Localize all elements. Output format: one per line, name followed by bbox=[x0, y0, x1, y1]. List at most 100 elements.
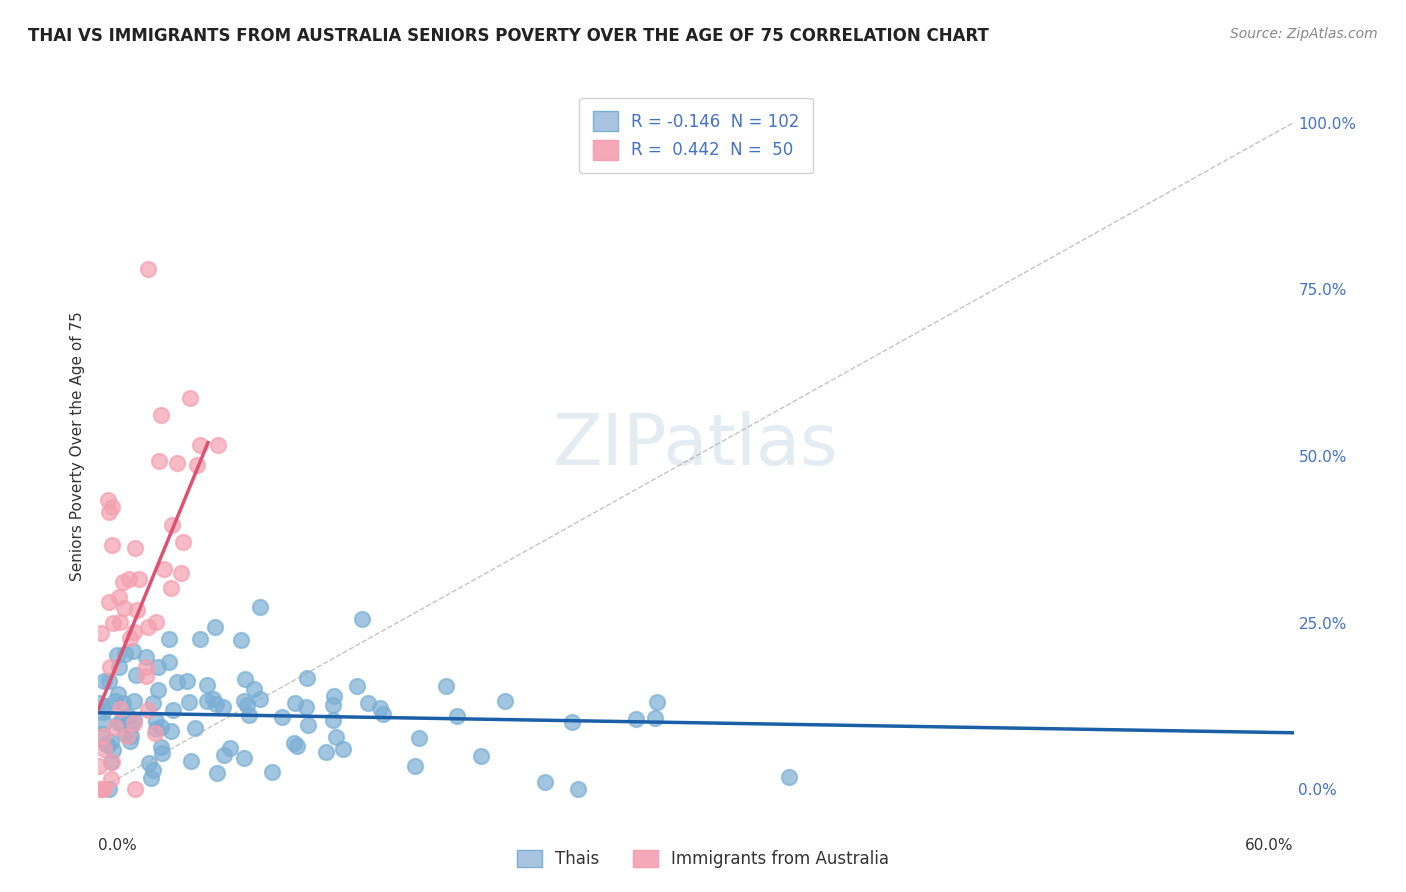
Point bbox=[124, 782, 146, 797]
Point bbox=[212, 700, 235, 714]
Point bbox=[157, 655, 180, 669]
Point bbox=[91, 706, 114, 720]
Point bbox=[122, 713, 145, 727]
Point bbox=[136, 262, 159, 277]
Point bbox=[236, 698, 259, 712]
Point bbox=[297, 718, 319, 732]
Point bbox=[93, 782, 115, 797]
Point bbox=[434, 679, 457, 693]
Point bbox=[238, 708, 260, 723]
Point bbox=[332, 742, 354, 756]
Text: 60.0%: 60.0% bbox=[1246, 838, 1294, 854]
Point bbox=[100, 500, 122, 515]
Point bbox=[205, 697, 228, 711]
Point bbox=[357, 697, 380, 711]
Point bbox=[295, 671, 318, 685]
Point bbox=[124, 541, 146, 555]
Point bbox=[233, 672, 256, 686]
Point bbox=[172, 535, 194, 549]
Point bbox=[146, 660, 169, 674]
Point bbox=[184, 721, 207, 735]
Point bbox=[135, 650, 157, 665]
Point bbox=[90, 625, 112, 640]
Point bbox=[122, 716, 145, 731]
Point bbox=[350, 612, 373, 626]
Legend: Thais, Immigrants from Australia: Thais, Immigrants from Australia bbox=[510, 843, 896, 875]
Point bbox=[108, 590, 131, 604]
Point bbox=[94, 737, 117, 751]
Point bbox=[142, 696, 165, 710]
Point bbox=[166, 674, 188, 689]
Point bbox=[87, 758, 110, 772]
Point bbox=[645, 695, 668, 709]
Point bbox=[145, 615, 167, 629]
Point bbox=[323, 689, 346, 703]
Point bbox=[114, 727, 136, 741]
Point bbox=[202, 691, 225, 706]
Point bbox=[120, 719, 142, 733]
Point bbox=[157, 632, 180, 647]
Point bbox=[101, 755, 124, 769]
Point bbox=[494, 693, 516, 707]
Point bbox=[162, 703, 184, 717]
Point bbox=[104, 694, 127, 708]
Point bbox=[97, 739, 120, 753]
Point bbox=[644, 711, 666, 725]
Text: 0.0%: 0.0% bbox=[98, 838, 138, 854]
Point bbox=[89, 782, 111, 797]
Point bbox=[249, 599, 271, 614]
Point bbox=[111, 715, 134, 730]
Point bbox=[105, 648, 128, 662]
Point bbox=[232, 694, 254, 708]
Point bbox=[143, 726, 166, 740]
Point bbox=[101, 616, 124, 631]
Point bbox=[139, 771, 162, 785]
Point bbox=[128, 572, 150, 586]
Point bbox=[243, 682, 266, 697]
Point bbox=[295, 700, 318, 714]
Point bbox=[112, 600, 135, 615]
Point bbox=[107, 687, 129, 701]
Point bbox=[125, 667, 148, 681]
Y-axis label: Seniors Poverty Over the Age of 75: Seniors Poverty Over the Age of 75 bbox=[69, 311, 84, 581]
Point bbox=[148, 454, 170, 468]
Point bbox=[446, 709, 468, 723]
Point bbox=[214, 747, 236, 762]
Point bbox=[90, 782, 112, 797]
Point bbox=[179, 392, 201, 406]
Point bbox=[322, 713, 344, 727]
Point bbox=[160, 723, 183, 738]
Point bbox=[218, 740, 240, 755]
Point bbox=[93, 742, 115, 756]
Point bbox=[120, 734, 142, 748]
Point bbox=[108, 615, 131, 629]
Point bbox=[138, 756, 160, 770]
Text: ZIPatlas: ZIPatlas bbox=[553, 411, 839, 481]
Point bbox=[561, 714, 583, 729]
Point bbox=[404, 758, 426, 772]
Point bbox=[146, 683, 169, 698]
Legend: R = -0.146  N = 102, R =  0.442  N =  50: R = -0.146 N = 102, R = 0.442 N = 50 bbox=[579, 97, 813, 173]
Point bbox=[177, 695, 200, 709]
Point bbox=[145, 723, 167, 737]
Point bbox=[166, 456, 188, 470]
Point bbox=[97, 493, 120, 508]
Point bbox=[100, 734, 122, 748]
Point bbox=[232, 750, 254, 764]
Point bbox=[100, 756, 122, 770]
Point bbox=[120, 729, 142, 743]
Point bbox=[371, 706, 394, 721]
Point bbox=[90, 727, 112, 741]
Point bbox=[176, 674, 198, 689]
Point bbox=[122, 624, 145, 639]
Point bbox=[150, 720, 173, 734]
Text: Source: ZipAtlas.com: Source: ZipAtlas.com bbox=[1230, 27, 1378, 41]
Point bbox=[150, 409, 173, 423]
Point bbox=[153, 562, 176, 576]
Point bbox=[150, 739, 173, 754]
Point bbox=[169, 566, 191, 580]
Point bbox=[260, 764, 283, 779]
Point bbox=[186, 458, 208, 472]
Point bbox=[93, 716, 115, 731]
Point bbox=[271, 710, 294, 724]
